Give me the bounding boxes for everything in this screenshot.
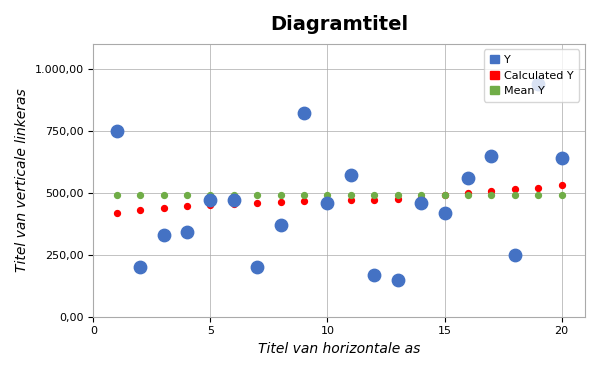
Point: [323, 192, 332, 198]
Point: [346, 192, 356, 198]
Point: [253, 264, 262, 270]
Point: [370, 197, 379, 203]
Point: [229, 192, 239, 198]
Point: [253, 192, 262, 198]
Legend: Y, Calculated Y, Mean Y: Y, Calculated Y, Mean Y: [484, 49, 580, 102]
Point: [206, 197, 215, 203]
Point: [136, 192, 145, 198]
Point: [557, 192, 566, 198]
Point: [393, 276, 403, 282]
Point: [136, 264, 145, 270]
Point: [299, 198, 309, 204]
Point: [463, 190, 473, 196]
Point: [487, 192, 496, 198]
Point: [416, 195, 426, 201]
Point: [323, 200, 332, 206]
Point: [440, 192, 449, 198]
Point: [299, 192, 309, 198]
Point: [159, 232, 169, 238]
Point: [299, 110, 309, 116]
Point: [370, 192, 379, 198]
Point: [487, 188, 496, 194]
Point: [463, 192, 473, 198]
Point: [229, 201, 239, 207]
Point: [370, 272, 379, 278]
Point: [393, 192, 403, 198]
Point: [533, 185, 543, 191]
Point: [159, 192, 169, 198]
Point: [253, 200, 262, 206]
Point: [112, 210, 122, 216]
Point: [206, 202, 215, 208]
Point: [346, 173, 356, 178]
Point: [136, 207, 145, 213]
Point: [510, 186, 520, 192]
Point: [557, 182, 566, 188]
Point: [533, 81, 543, 86]
Point: [533, 192, 543, 198]
Point: [323, 198, 332, 204]
Point: [440, 192, 449, 198]
Point: [112, 192, 122, 198]
Point: [346, 197, 356, 203]
Point: [440, 210, 449, 216]
Point: [276, 199, 286, 205]
Point: [159, 205, 169, 211]
Point: [276, 192, 286, 198]
Y-axis label: Titel van verticale linkeras: Titel van verticale linkeras: [15, 88, 29, 272]
Point: [510, 252, 520, 258]
Point: [112, 128, 122, 134]
Point: [276, 222, 286, 228]
Point: [206, 192, 215, 198]
Point: [182, 229, 192, 235]
Point: [510, 192, 520, 198]
X-axis label: Titel van horizontale as: Titel van horizontale as: [258, 342, 421, 356]
Point: [229, 197, 239, 203]
Point: [416, 192, 426, 198]
Point: [393, 196, 403, 202]
Title: Diagramtitel: Diagramtitel: [270, 15, 408, 34]
Point: [557, 155, 566, 161]
Point: [487, 152, 496, 158]
Point: [182, 203, 192, 209]
Point: [416, 200, 426, 206]
Point: [182, 192, 192, 198]
Point: [463, 175, 473, 181]
